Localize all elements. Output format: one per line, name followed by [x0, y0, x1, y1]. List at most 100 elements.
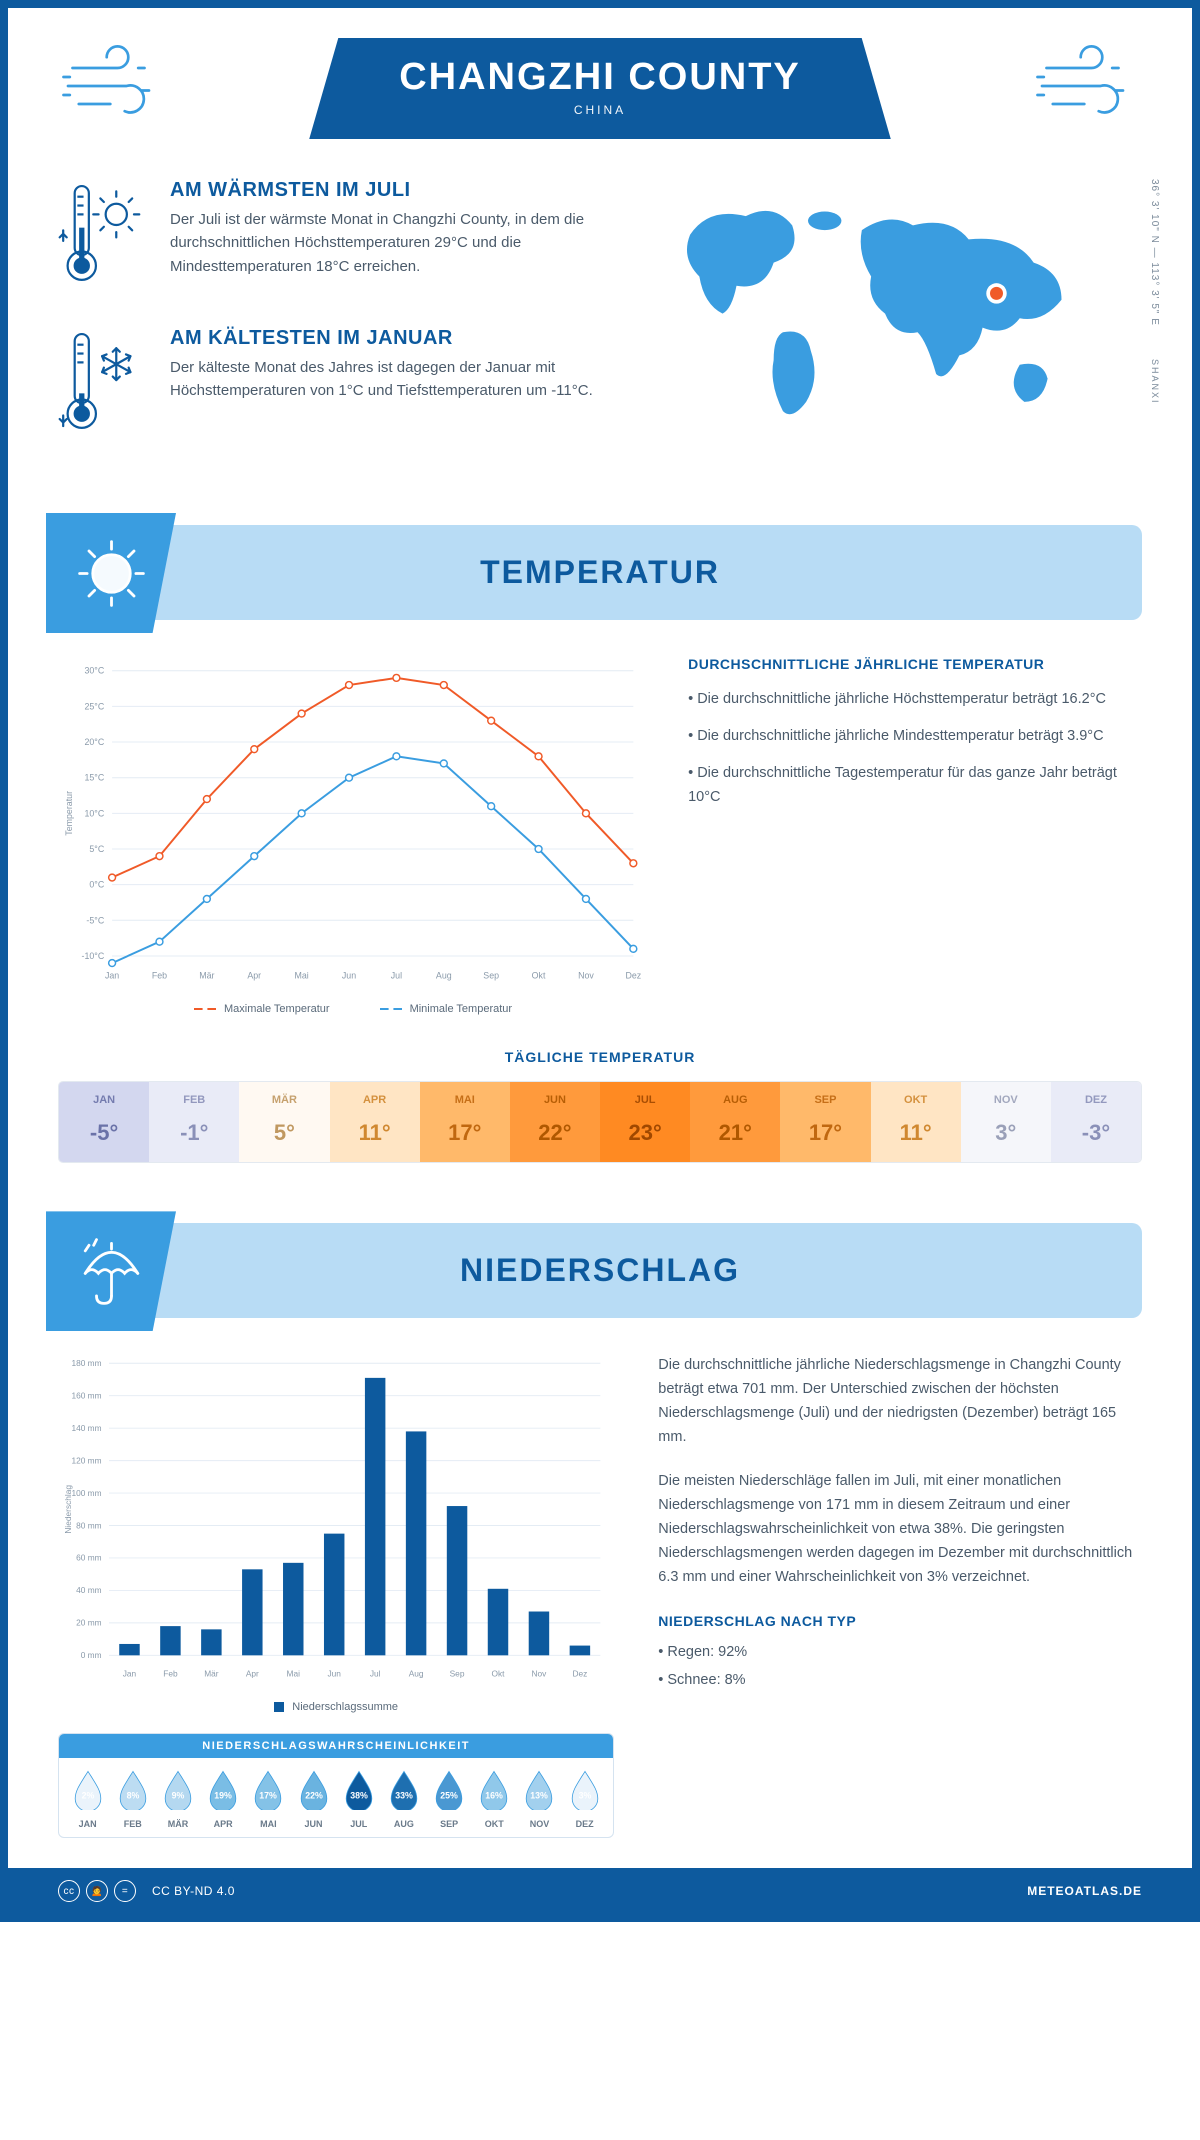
svg-text:16%: 16%: [485, 1791, 503, 1801]
temp-cell: APR11°: [330, 1082, 420, 1162]
svg-text:20 mm: 20 mm: [76, 1618, 102, 1628]
svg-text:Okt: Okt: [492, 1669, 506, 1679]
region-label: SHANXI: [1150, 359, 1160, 405]
umbrella-icon: [46, 1211, 176, 1331]
svg-text:Aug: Aug: [436, 971, 452, 981]
svg-text:8%: 8%: [126, 1791, 139, 1801]
license-block: cc 🙍 = CC BY-ND 4.0: [58, 1880, 235, 1902]
svg-text:0°C: 0°C: [89, 880, 104, 890]
section-header-precipitation: NIEDERSCHLAG: [58, 1223, 1142, 1318]
svg-text:Sep: Sep: [450, 1669, 465, 1679]
warmest-fact: AM WÄRMSTEN IM JULI Der Juli ist der wär…: [58, 179, 598, 299]
svg-text:38%: 38%: [350, 1791, 368, 1801]
svg-text:Mär: Mär: [199, 971, 214, 981]
prob-cell: 3% DEZ: [562, 1768, 607, 1829]
chart-legend: Maximale Temperatur Minimale Temperatur: [58, 1003, 648, 1015]
sun-icon: [46, 513, 176, 633]
svg-text:Mai: Mai: [287, 1669, 301, 1679]
world-map-icon: [628, 179, 1142, 439]
svg-text:Dez: Dez: [572, 1669, 587, 1679]
svg-text:9%: 9%: [172, 1791, 185, 1801]
precipitation-bar-chart: 0 mm20 mm40 mm60 mm80 mm100 mm120 mm140 …: [58, 1354, 614, 1713]
prob-cell: 25% SEP: [427, 1768, 472, 1829]
prob-cell: 33% AUG: [381, 1768, 426, 1829]
site-label: METEOATLAS.DE: [1027, 1884, 1142, 1898]
cc-icon: cc: [58, 1880, 80, 1902]
svg-text:25%: 25%: [440, 1791, 458, 1801]
wind-icon-right: [1032, 41, 1142, 136]
wind-icon-left: [58, 41, 168, 136]
prob-cell: 8% FEB: [110, 1768, 155, 1829]
svg-text:Temperatur: Temperatur: [64, 791, 74, 836]
svg-text:160 mm: 160 mm: [71, 1391, 101, 1401]
footer: cc 🙍 = CC BY-ND 4.0 METEOATLAS.DE: [8, 1868, 1192, 1914]
svg-text:33%: 33%: [395, 1791, 413, 1801]
svg-text:2%: 2%: [81, 1791, 94, 1801]
svg-text:13%: 13%: [531, 1791, 549, 1801]
svg-text:17%: 17%: [260, 1791, 278, 1801]
prob-cell: 2% JAN: [65, 1768, 110, 1829]
coldest-text: Der kälteste Monat des Jahres ist dagege…: [170, 356, 598, 403]
svg-text:140 mm: 140 mm: [71, 1423, 101, 1433]
thermometer-sun-icon: [58, 179, 148, 299]
prob-cell: 38% JUL: [336, 1768, 381, 1829]
temp-cell: MAI17°: [420, 1082, 510, 1162]
svg-text:Nov: Nov: [532, 1669, 548, 1679]
svg-text:-5°C: -5°C: [86, 915, 104, 925]
temp-cell: SEP17°: [780, 1082, 870, 1162]
section-title: TEMPERATUR: [480, 554, 720, 591]
temperature-line-chart: -10°C-5°C0°C5°C10°C15°C20°C25°C30°CJanFe…: [58, 656, 648, 1015]
prob-cell: 22% JUN: [291, 1768, 336, 1829]
temp-cell: DEZ-3°: [1051, 1082, 1141, 1162]
prob-cell: 13% NOV: [517, 1768, 562, 1829]
svg-text:Apr: Apr: [246, 1669, 259, 1679]
svg-text:19%: 19%: [214, 1791, 232, 1801]
section-title: NIEDERSCHLAG: [460, 1252, 740, 1289]
title-banner: CHANGZHI COUNTY CHINA: [309, 38, 891, 139]
svg-text:20°C: 20°C: [84, 737, 104, 747]
warmest-text: Der Juli ist der wärmste Monat in Changz…: [170, 208, 598, 278]
svg-text:Sep: Sep: [483, 971, 499, 981]
location-country: CHINA: [399, 103, 801, 117]
svg-text:3%: 3%: [578, 1791, 591, 1801]
svg-text:Okt: Okt: [532, 971, 546, 981]
nd-icon: =: [114, 1880, 136, 1902]
temp-cell: AUG21°: [690, 1082, 780, 1162]
temp-cell: NOV3°: [961, 1082, 1051, 1162]
header: CHANGZHI COUNTY CHINA: [58, 38, 1142, 139]
temp-cell: OKT11°: [871, 1082, 961, 1162]
warmest-title: AM WÄRMSTEN IM JULI: [170, 179, 598, 202]
svg-text:Niederschlag: Niederschlag: [63, 1485, 73, 1534]
svg-text:Jun: Jun: [327, 1669, 341, 1679]
svg-text:180 mm: 180 mm: [71, 1358, 101, 1368]
precip-probability-box: NIEDERSCHLAGSWAHRSCHEINLICHKEIT 2% JAN 8…: [58, 1733, 614, 1838]
infographic-frame: CHANGZHI COUNTY CHINA: [0, 0, 1200, 1922]
svg-text:60 mm: 60 mm: [76, 1553, 102, 1563]
coldest-title: AM KÄLTESTEN IM JANUAR: [170, 327, 598, 350]
temp-cell: JUN22°: [510, 1082, 600, 1162]
temperature-summary: DURCHSCHNITTLICHE JÄHRLICHE TEMPERATUR •…: [688, 656, 1142, 1015]
svg-text:Mär: Mär: [204, 1669, 219, 1679]
daily-temp-title: TÄGLICHE TEMPERATUR: [58, 1049, 1142, 1065]
svg-text:30°C: 30°C: [84, 666, 104, 676]
svg-text:5°C: 5°C: [89, 844, 104, 854]
temp-cell: JUL23°: [600, 1082, 690, 1162]
svg-text:Jun: Jun: [342, 971, 356, 981]
coords-label: 36° 3' 10" N — 113° 3' 5" E: [1149, 179, 1160, 326]
svg-text:Jul: Jul: [391, 971, 402, 981]
svg-text:Nov: Nov: [578, 971, 594, 981]
svg-text:80 mm: 80 mm: [76, 1521, 102, 1531]
location-title: CHANGZHI COUNTY: [399, 56, 801, 99]
svg-text:Jul: Jul: [370, 1669, 381, 1679]
svg-text:Apr: Apr: [247, 971, 261, 981]
svg-text:0 mm: 0 mm: [81, 1650, 102, 1660]
svg-text:-10°C: -10°C: [82, 951, 105, 961]
prob-cell: 19% APR: [201, 1768, 246, 1829]
svg-text:25°C: 25°C: [84, 701, 104, 711]
svg-text:120 mm: 120 mm: [71, 1456, 101, 1466]
svg-text:Mai: Mai: [295, 971, 309, 981]
svg-text:Feb: Feb: [152, 971, 167, 981]
world-map-block: 36° 3' 10" N — 113° 3' 5" E SHANXI: [628, 179, 1142, 475]
svg-text:22%: 22%: [305, 1791, 323, 1801]
chart-legend: Niederschlagssumme: [58, 1701, 614, 1713]
